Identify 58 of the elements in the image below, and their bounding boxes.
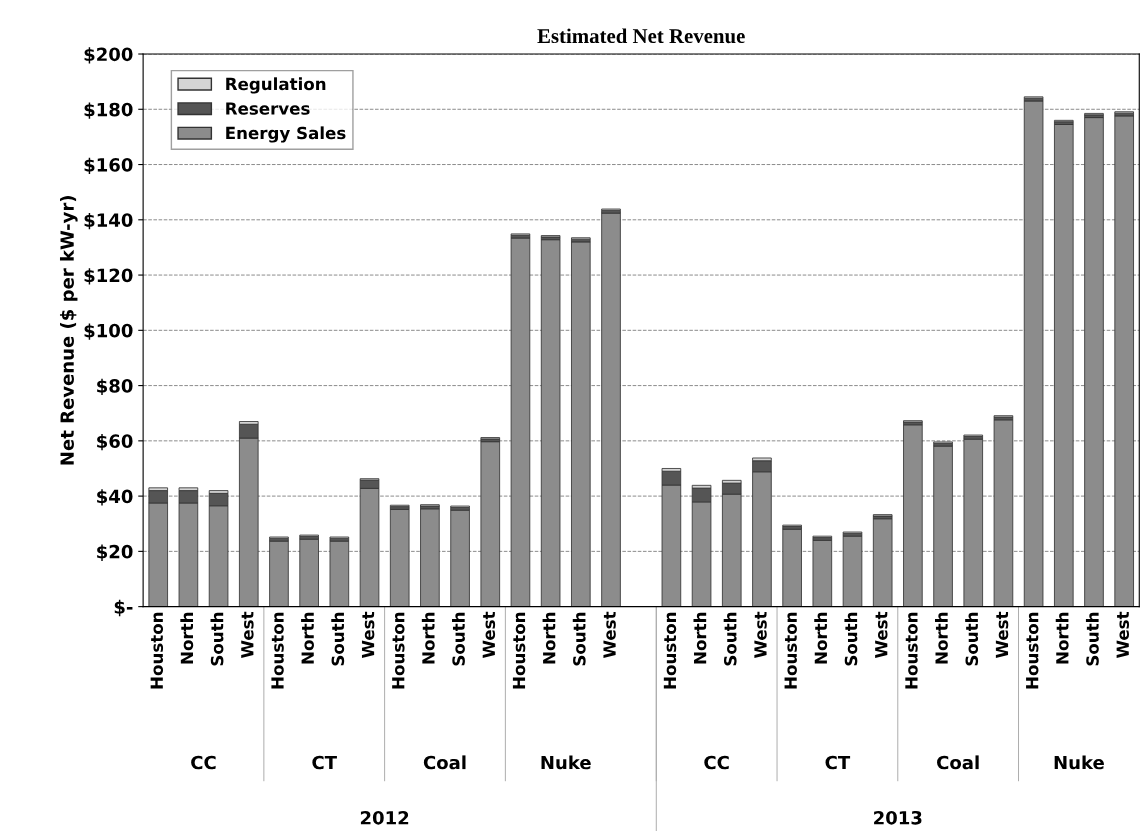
y-tick-label: $120 — [84, 268, 133, 285]
text: Coal — [937, 755, 979, 770]
y-tick-label: $20 — [97, 544, 133, 561]
x-tick-label: North — [180, 612, 194, 664]
y-axis-title: Net Revenue ($ per kW-yr) — [59, 196, 78, 465]
x-tick-label: South — [1085, 612, 1099, 666]
y-tick-label: $160 — [84, 157, 133, 175]
x-tick-label: Houston — [512, 612, 526, 689]
x-tick-label: Houston — [392, 612, 405, 689]
text: CC — [704, 755, 729, 770]
x-tick-label: West — [603, 611, 616, 658]
text: Nuke — [541, 755, 591, 770]
x-tick-label: West — [995, 611, 1009, 658]
y-tick-label: $200 — [84, 47, 133, 64]
x-tick-label: North — [421, 612, 435, 664]
legend-label: Energy Sales — [226, 126, 346, 143]
x-tick-label: North — [693, 612, 707, 664]
y-tick-label: $- — [114, 599, 133, 617]
x-tick-label: West — [754, 611, 767, 658]
x-tick-label: South — [844, 612, 858, 666]
x-tick-label: Houston — [150, 612, 164, 689]
x-tick-label: North — [814, 612, 828, 664]
y-tick-label: $140 — [84, 212, 133, 230]
text: CT — [825, 755, 851, 770]
text: Coal — [423, 755, 466, 770]
y-tick-label: $80 — [97, 378, 133, 396]
x-tick-label: Houston — [905, 612, 918, 689]
text: CC — [191, 755, 216, 770]
x-tick-label: North — [935, 612, 948, 664]
y-tick-label: $180 — [84, 102, 133, 119]
x-tick-label: South — [331, 612, 345, 666]
x-tick-label: West — [361, 611, 375, 658]
x-tick-label: West — [482, 611, 496, 658]
x-tick-label: Houston — [271, 612, 284, 689]
text: Nuke — [1054, 755, 1104, 770]
x-tick-label: North — [301, 612, 314, 664]
legend-label: Regulation — [226, 77, 326, 94]
x-tick-label: Houston — [663, 612, 677, 689]
y-tick-label: $60 — [97, 433, 133, 451]
x-tick-label: West — [1116, 611, 1130, 658]
x-tick-label: South — [210, 612, 224, 666]
x-tick-label: West — [875, 611, 888, 658]
y-tick-label: $40 — [97, 489, 133, 506]
x-tick-label: South — [723, 612, 737, 666]
x-tick-label: South — [965, 612, 979, 666]
x-tick-label: Houston — [1026, 612, 1039, 689]
x-tick-label: North — [542, 612, 556, 664]
x-tick-label: South — [572, 612, 586, 666]
text: 2013 — [874, 810, 922, 825]
chart-title: Estimated Net Revenue — [537, 28, 745, 44]
x-tick-label: North — [1055, 612, 1069, 664]
text: CT — [312, 755, 337, 770]
legend-label: Reserves — [226, 102, 310, 115]
x-tick-label: West — [241, 611, 254, 658]
x-tick-label: South — [452, 612, 465, 666]
x-tick-label: Houston — [784, 612, 797, 689]
text: 2012 — [360, 810, 409, 825]
y-tick-label: $100 — [84, 323, 133, 340]
